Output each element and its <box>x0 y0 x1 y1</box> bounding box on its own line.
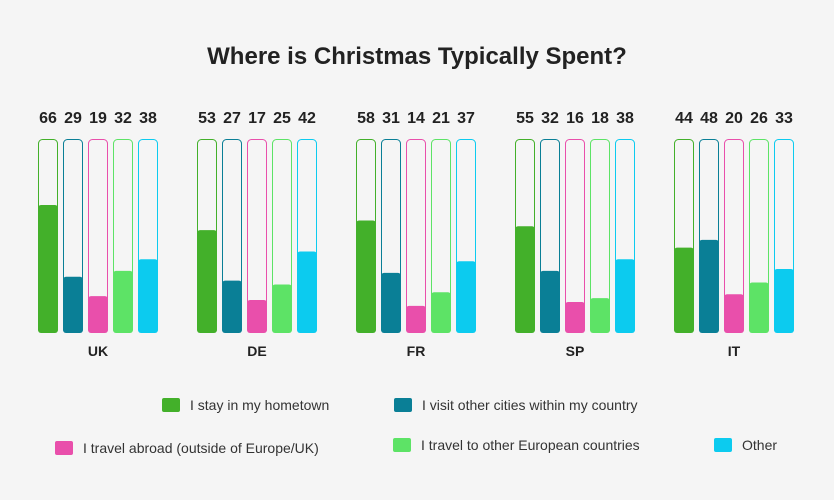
bar-fr-i-visit-other-cities-within-my-country <box>381 272 401 333</box>
legend-item-i-visit-other-cities-within-my-country: I visit other cities within my country <box>394 397 638 413</box>
bar-it-i-visit-other-cities-within-my-country <box>699 239 719 333</box>
legend-swatch <box>162 398 180 412</box>
value-label: 38 <box>139 110 157 127</box>
bar-de-i-travel-to-other-european-countries <box>272 284 292 333</box>
value-label: 37 <box>457 110 475 127</box>
category-label: FR <box>407 343 426 359</box>
legend-label: Other <box>742 437 777 453</box>
legend-label: I visit other cities within my country <box>422 397 638 413</box>
value-label: 31 <box>382 110 400 127</box>
value-label: 32 <box>114 110 132 127</box>
bar-sp-i-visit-other-cities-within-my-country <box>540 270 560 333</box>
legend-label: I travel abroad (outside of Europe/UK) <box>83 440 319 456</box>
bar-uk-i-travel-to-other-european-countries <box>113 270 133 333</box>
value-label: 27 <box>223 110 241 127</box>
value-label: 53 <box>198 110 216 127</box>
legend-swatch <box>393 438 411 452</box>
legend-swatch <box>714 438 732 452</box>
value-label: 32 <box>541 110 559 127</box>
bar-track <box>406 139 426 333</box>
bar-sp-i-stay-in-my-hometown <box>515 226 535 333</box>
bar-sp-i-travel-to-other-european-countries <box>590 298 610 333</box>
bar-de-other <box>297 251 317 333</box>
value-label: 42 <box>298 110 316 127</box>
bar-group-uk: 66 29 19 32 38 UK <box>38 110 158 359</box>
category-label: DE <box>247 343 266 359</box>
category-label: SP <box>566 343 585 359</box>
value-label: 38 <box>616 110 634 127</box>
legend-swatch <box>394 398 412 412</box>
legend-label: I stay in my hometown <box>190 397 329 413</box>
bar-it-other <box>774 268 794 333</box>
category-label: UK <box>88 343 108 359</box>
bar-group-it: 44 48 20 26 33 IT <box>674 110 794 359</box>
chart-title: Where is Christmas Typically Spent? <box>207 43 627 70</box>
legend-item-i-travel-abroad-outside-of-europe-uk: I travel abroad (outside of Europe/UK) <box>55 440 319 456</box>
value-label: 21 <box>432 110 450 127</box>
bar-it-i-stay-in-my-hometown <box>674 247 694 333</box>
value-label: 25 <box>273 110 291 127</box>
value-label: 18 <box>591 110 609 127</box>
bar-it-i-travel-abroad-outside-of-europe-uk <box>724 294 744 333</box>
bar-it-i-travel-to-other-european-countries <box>749 282 769 333</box>
value-label: 17 <box>248 110 266 127</box>
bar-group-sp: 55 32 16 18 38 SP <box>515 110 635 359</box>
legend-swatch <box>55 441 73 455</box>
bar-de-i-travel-abroad-outside-of-europe-uk <box>247 300 267 333</box>
bar-fr-other <box>456 261 476 333</box>
value-label: 26 <box>750 110 768 127</box>
bar-uk-i-travel-abroad-outside-of-europe-uk <box>88 296 108 333</box>
value-label: 14 <box>407 110 425 127</box>
value-label: 29 <box>64 110 82 127</box>
bar-uk-other <box>138 259 158 333</box>
bar-de-i-visit-other-cities-within-my-country <box>222 280 242 333</box>
value-label: 55 <box>516 110 534 127</box>
bar-uk-i-visit-other-cities-within-my-country <box>63 276 83 333</box>
value-label: 58 <box>357 110 375 127</box>
value-label: 33 <box>775 110 793 127</box>
bar-fr-i-stay-in-my-hometown <box>356 220 376 333</box>
category-label: IT <box>728 343 741 359</box>
bar-uk-i-stay-in-my-hometown <box>38 204 58 333</box>
legend: I stay in my hometown I visit other citie… <box>55 397 777 456</box>
bar-group-fr: 58 31 14 21 37 FR <box>356 110 476 359</box>
bar-fr-i-travel-to-other-european-countries <box>431 292 451 333</box>
value-label: 66 <box>39 110 57 127</box>
value-label: 16 <box>566 110 584 127</box>
legend-label: I travel to other European countries <box>421 437 640 453</box>
legend-item-i-travel-to-other-european-countries: I travel to other European countries <box>393 437 640 453</box>
bar-group-de: 53 27 17 25 42 DE <box>197 110 317 359</box>
bar-sp-other <box>615 259 635 333</box>
value-label: 48 <box>700 110 718 127</box>
bar-groups: 66 29 19 32 38 UK 53 27 17 25 42 DE 58 31 14 21 37 FR 55 32… <box>38 110 794 359</box>
value-label: 20 <box>725 110 743 127</box>
bar-fr-i-travel-abroad-outside-of-europe-uk <box>406 305 426 333</box>
legend-item-i-stay-in-my-hometown: I stay in my hometown <box>162 397 329 413</box>
value-label: 44 <box>675 110 693 127</box>
legend-item-other: Other <box>714 437 777 453</box>
bar-sp-i-travel-abroad-outside-of-europe-uk <box>565 301 585 333</box>
value-label: 19 <box>89 110 107 127</box>
bar-de-i-stay-in-my-hometown <box>197 230 217 333</box>
